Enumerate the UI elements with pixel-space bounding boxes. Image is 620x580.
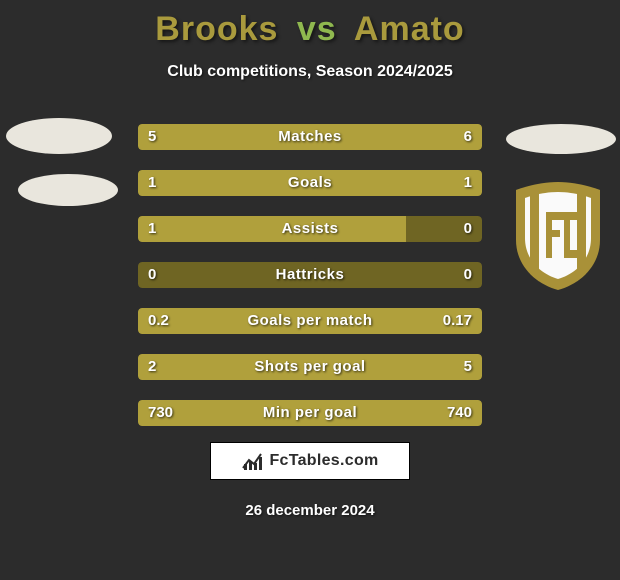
stat-value-right: 6: [464, 124, 472, 150]
stat-label: Matches: [138, 124, 482, 150]
player2-club-badge: [508, 178, 608, 294]
stat-value-left: 1: [148, 216, 156, 242]
comparison-date: 26 december 2024: [0, 502, 620, 519]
stats-comparison-chart: Matches56Goals11Assists10Hattricks00Goal…: [138, 124, 482, 446]
player2-name: Amato: [354, 10, 465, 48]
stat-row: Assists1 0: [138, 216, 482, 242]
stat-value-right: 1: [464, 170, 472, 196]
comparison-subtitle: Club competitions, Season 2024/2025: [0, 63, 620, 81]
player1-avatar-placeholder: [6, 118, 112, 154]
stat-value-right: 0: [464, 262, 472, 288]
stat-value-left: 5: [148, 124, 156, 150]
vs-separator: vs: [297, 10, 337, 48]
stat-label: Goals: [138, 170, 482, 196]
stat-label: Goals per match: [138, 308, 482, 334]
stat-row: Matches5 6: [138, 124, 482, 150]
stat-value-left: 730: [148, 400, 173, 426]
stat-value-left: 0.2: [148, 308, 169, 334]
stat-label: Min per goal: [138, 400, 482, 426]
player2-avatar-placeholder: [506, 124, 616, 154]
stat-label: Shots per goal: [138, 354, 482, 380]
stat-value-left: 0: [148, 262, 156, 288]
club-badge-icon: [508, 178, 608, 294]
brand-attribution: FcTables.com: [210, 442, 410, 480]
stat-row: Goals per match0.2 0.17: [138, 308, 482, 334]
stat-value-left: 2: [148, 354, 156, 380]
stat-value-left: 1: [148, 170, 156, 196]
stat-label: Assists: [138, 216, 482, 242]
stat-value-right: 5: [464, 354, 472, 380]
brand-text: FcTables.com: [269, 452, 378, 470]
chart-icon: [241, 450, 263, 472]
stat-value-right: 0: [464, 216, 472, 242]
player1-club-placeholder: [18, 174, 118, 206]
stat-value-right: 740: [447, 400, 472, 426]
player1-name: Brooks: [155, 10, 278, 48]
stat-row: Hattricks0 0: [138, 262, 482, 288]
comparison-title: Brooks vs Amato: [0, 0, 620, 49]
stat-row: Goals1 1: [138, 170, 482, 196]
stat-row: Min per goal730 740: [138, 400, 482, 426]
stat-row: Shots per goal2 5: [138, 354, 482, 380]
stat-value-right: 0.17: [443, 308, 472, 334]
stat-label: Hattricks: [138, 262, 482, 288]
